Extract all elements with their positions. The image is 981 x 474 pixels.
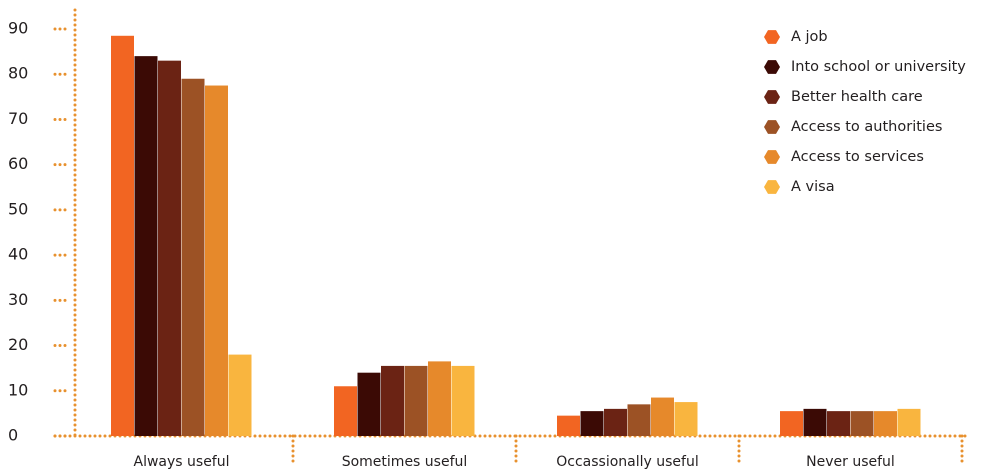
bar [334, 386, 357, 436]
bar [627, 404, 651, 436]
bar [780, 411, 803, 436]
legend-marker [764, 90, 780, 104]
legend-marker [764, 30, 780, 44]
bar [134, 56, 158, 437]
legend-label: Access to authorities [791, 119, 942, 135]
bar [674, 402, 698, 436]
bar [897, 408, 921, 436]
bar [158, 60, 181, 437]
y-tick-label: 0 [8, 426, 18, 445]
legend-marker [764, 120, 780, 134]
bar [181, 78, 205, 436]
bar [557, 415, 580, 436]
bar [428, 361, 451, 436]
legend-marker [764, 60, 780, 74]
bar [381, 365, 404, 436]
y-tick-label: 60 [8, 154, 28, 173]
x-tick-label: Occassionally useful [556, 454, 698, 470]
y-tick-label: 70 [8, 109, 28, 128]
y-tick-label: 30 [8, 290, 28, 309]
y-tick-label: 80 [8, 64, 28, 83]
bar [850, 411, 874, 436]
bar [451, 365, 475, 436]
x-tick-label: Never useful [806, 454, 895, 470]
legend-label: Into school or university [791, 59, 966, 75]
bar [205, 85, 228, 437]
y-tick-label: 10 [8, 380, 28, 399]
bar [404, 365, 428, 436]
y-tick-label: 40 [8, 245, 28, 264]
bar [874, 411, 897, 436]
bar [803, 408, 827, 436]
x-tick-label: Sometimes useful [342, 454, 468, 470]
legend-label: A visa [791, 179, 835, 195]
bar [580, 411, 604, 436]
bar [228, 354, 252, 436]
x-tick-label: Always useful [134, 454, 230, 470]
y-tick-label: 50 [8, 199, 28, 218]
legend-marker [764, 180, 780, 194]
legend-label: Better health care [791, 89, 923, 105]
bar [651, 397, 674, 436]
bar [827, 411, 850, 436]
y-tick-label: 90 [8, 19, 28, 38]
bar [111, 35, 134, 437]
bar [357, 372, 381, 436]
legend-marker [764, 150, 780, 164]
bar [604, 408, 627, 436]
legend-label: Access to services [791, 149, 924, 165]
legend-label: A job [791, 29, 828, 45]
y-tick-label: 20 [8, 335, 28, 354]
